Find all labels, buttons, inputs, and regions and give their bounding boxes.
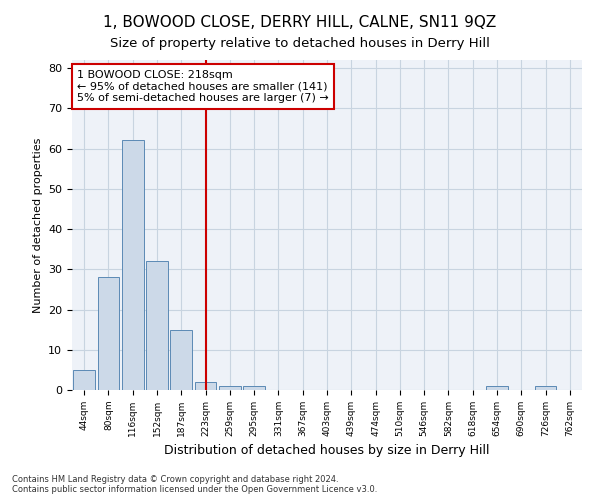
Text: Size of property relative to detached houses in Derry Hill: Size of property relative to detached ho… xyxy=(110,38,490,51)
Y-axis label: Number of detached properties: Number of detached properties xyxy=(32,138,43,312)
Bar xyxy=(97,278,119,390)
Bar xyxy=(486,386,508,390)
Bar xyxy=(146,261,168,390)
Text: Contains HM Land Registry data © Crown copyright and database right 2024.: Contains HM Land Registry data © Crown c… xyxy=(12,476,338,484)
Bar xyxy=(535,386,556,390)
Bar xyxy=(219,386,241,390)
Bar xyxy=(194,382,217,390)
X-axis label: Distribution of detached houses by size in Derry Hill: Distribution of detached houses by size … xyxy=(164,444,490,458)
Bar xyxy=(243,386,265,390)
Text: 1 BOWOOD CLOSE: 218sqm
← 95% of detached houses are smaller (141)
5% of semi-det: 1 BOWOOD CLOSE: 218sqm ← 95% of detached… xyxy=(77,70,329,103)
Bar xyxy=(73,370,95,390)
Text: 1, BOWOOD CLOSE, DERRY HILL, CALNE, SN11 9QZ: 1, BOWOOD CLOSE, DERRY HILL, CALNE, SN11… xyxy=(103,15,497,30)
Text: Contains public sector information licensed under the Open Government Licence v3: Contains public sector information licen… xyxy=(12,486,377,494)
Bar xyxy=(170,330,192,390)
Bar xyxy=(122,140,143,390)
